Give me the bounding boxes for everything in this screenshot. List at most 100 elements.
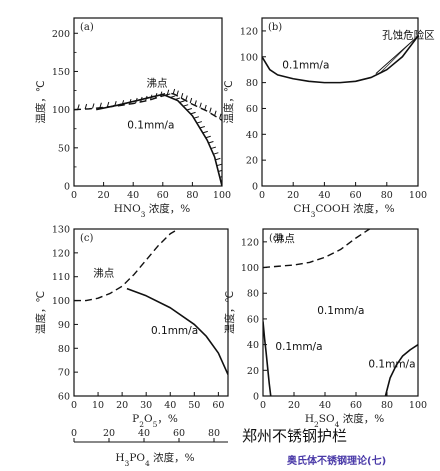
hatch-tick	[154, 94, 160, 97]
hatch-tick	[190, 111, 196, 115]
hatch-tick	[179, 100, 185, 103]
x-tick-label: 40	[318, 190, 330, 201]
y-tick-label: 80	[58, 344, 70, 355]
x-tick-label: 0	[260, 400, 266, 411]
x-tick-label: 100	[213, 190, 231, 201]
hatch-tick	[98, 107, 105, 110]
x-tick-label: 80	[186, 190, 198, 201]
series-line-0.1mm/a (low)	[263, 321, 272, 396]
hatch-tick	[189, 97, 193, 104]
x-tick-label: 50	[188, 400, 200, 411]
hatch-tick	[109, 104, 116, 108]
x-tick-label: 20	[116, 400, 128, 411]
x-tick-label: 0	[71, 400, 77, 411]
x-tick-label: 60	[350, 400, 362, 411]
x-tick-label: 40	[319, 400, 331, 411]
annotation-label: 0.1mm/a	[275, 341, 322, 353]
annotation-label: 沸点	[147, 77, 168, 90]
x2-tick-label: 0	[71, 428, 77, 439]
panel-b: 0 20 40 60 80 100 0 20 40 60 80 100 120 (b) 温度，℃ CH3COO…	[222, 17, 435, 219]
y-tick-label: 80	[247, 289, 259, 300]
plot-frame	[262, 228, 419, 397]
y-tick-label: 20	[247, 366, 259, 377]
hatch-tick	[196, 121, 202, 124]
hatch-tick	[186, 108, 192, 111]
y-tick-label: 0	[252, 182, 258, 193]
x2-tick-label: 80	[208, 428, 220, 439]
y-tick-label: 40	[247, 340, 259, 351]
y-tick-label: 70	[58, 368, 70, 379]
y-tick-label: 120	[52, 248, 70, 259]
x-axis-label: P2O5，%	[132, 413, 178, 429]
hatch-tick	[166, 89, 170, 95]
hatch-tick	[185, 95, 188, 101]
panel-d: 0 20 40 60 80 100 0 20 40 60 80 100 120 (d) 温度，℃ H2SO4 …	[223, 228, 427, 429]
y-axis-label: 温度，℃	[34, 291, 47, 334]
hatch-tick	[215, 157, 221, 161]
hatch-tick	[214, 110, 217, 116]
y-axis-label: 温度，℃	[34, 80, 47, 123]
hatch-tick	[99, 102, 102, 108]
x-axis-label: HNO3 浓度，%	[114, 202, 191, 219]
hatch-tick	[199, 125, 205, 129]
y-tick-label: 150	[52, 67, 70, 78]
series-line-0.1mm/a	[96, 93, 222, 186]
x-tick-label: 20	[287, 190, 299, 201]
y-tick-label: 40	[246, 130, 258, 141]
hatch-tick	[183, 104, 189, 107]
y-tick-label: 130	[52, 225, 70, 236]
x-tick-label: 0	[259, 190, 265, 201]
y-tick-label: 100	[240, 52, 258, 63]
plot-frame	[261, 17, 419, 187]
x-tick-label: 20	[288, 400, 300, 411]
plot-area	[74, 229, 228, 375]
y-tick-label: 120	[241, 237, 259, 248]
hatch-tick	[121, 102, 127, 105]
hatch-tick	[148, 95, 155, 99]
hatch-tick	[159, 93, 166, 96]
hatch-tick	[210, 146, 217, 150]
panel-label: (a)	[80, 22, 94, 33]
series-line-沸点	[74, 229, 180, 302]
y-tick-label: 120	[240, 26, 258, 37]
hatch-tick	[213, 152, 219, 155]
hatch-tick	[106, 101, 110, 108]
x-tick-label: 80	[381, 190, 393, 201]
annotation-label: 0.1mm/a	[317, 305, 364, 317]
hatch-tick	[92, 103, 95, 109]
hatch-tick	[216, 163, 222, 167]
y-tick-label: 80	[246, 78, 258, 89]
x-tick-label: 30	[140, 400, 152, 411]
annotation-label: 孔蚀危险区	[382, 29, 435, 42]
hatch-tick	[77, 104, 80, 110]
y-tick-label: 100	[52, 105, 70, 116]
x2-axis-label: H3PO4 浓度，%	[115, 451, 194, 468]
panel-label: (c)	[80, 233, 94, 244]
x-tick-label: 60	[350, 190, 362, 201]
x-tick-label: 60	[157, 190, 169, 201]
y-tick-label: 60	[58, 392, 70, 403]
hatch-tick	[219, 113, 222, 119]
panel-label: (d)	[269, 233, 283, 244]
hatch-tick	[194, 100, 197, 106]
hatch-tick	[219, 176, 222, 178]
y-tick-label: 0	[64, 182, 70, 193]
hatch-tick	[143, 97, 149, 100]
y-axis-label: 温度，℃	[223, 291, 236, 334]
plot-frame	[73, 17, 223, 187]
y-tick-label: 90	[58, 320, 70, 331]
y-tick-label: 60	[247, 314, 259, 325]
panel-a: 0 20 40 60 80 100 0 50 100 150 200 (a) 温度，℃ HNO3 浓度，%…	[34, 17, 231, 219]
panel-label: (b)	[268, 22, 282, 33]
hatch-tick	[204, 104, 207, 111]
y-tick-label: 20	[246, 156, 258, 167]
series-line-0.1mm/a	[126, 287, 228, 375]
hatch-tick	[115, 103, 121, 107]
x2-tick-label: 20	[103, 428, 115, 439]
y-tick-label: 110	[52, 272, 70, 283]
y-tick-label: 50	[58, 143, 70, 154]
annotation-label: 0.1mm/a	[368, 359, 415, 371]
watermark-text: 郑州不锈钢护栏	[242, 427, 348, 445]
hatch-tick	[199, 102, 202, 108]
